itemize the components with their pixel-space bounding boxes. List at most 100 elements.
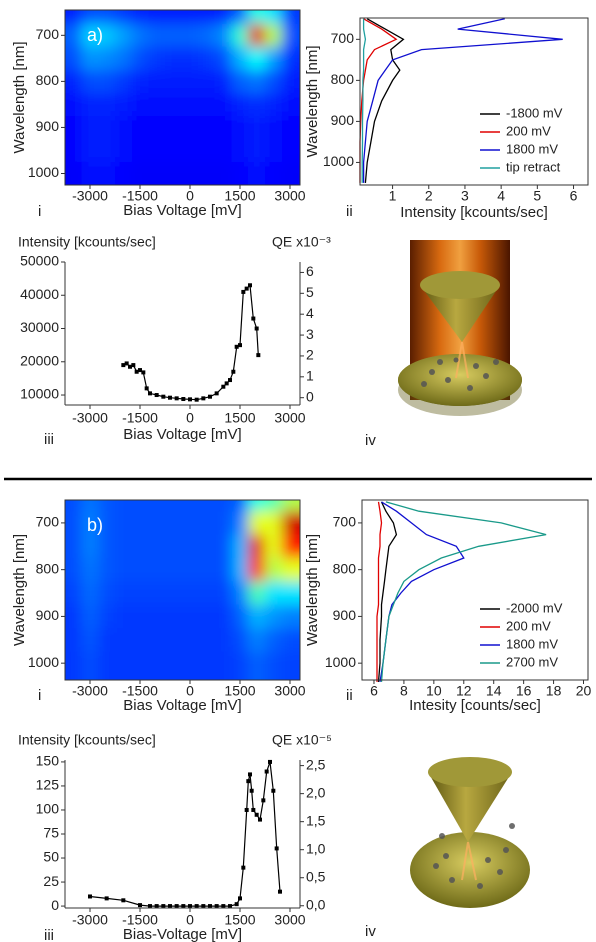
heat-cell xyxy=(181,161,199,185)
y2-tick-label: 2 xyxy=(306,347,314,363)
heat-cell xyxy=(215,115,233,140)
heatmap xyxy=(65,10,300,185)
y-tick-label: 25 xyxy=(43,873,59,889)
heat-cell xyxy=(81,511,99,536)
heat-cell xyxy=(281,115,300,140)
heat-cell xyxy=(165,500,183,512)
heat-cell xyxy=(181,651,199,680)
y-tick-label: 50 xyxy=(43,849,59,865)
heat-cell xyxy=(231,92,249,117)
y-tick-label: 700 xyxy=(36,514,60,530)
heat-cell xyxy=(281,69,300,94)
heat-cell xyxy=(231,534,249,559)
data-line xyxy=(89,761,281,907)
heat-cell xyxy=(198,92,216,117)
x-tick-label: 10 xyxy=(426,683,442,699)
y-tick-label: 150 xyxy=(36,753,60,769)
heat-cell xyxy=(165,557,183,582)
heat-cell xyxy=(181,628,199,653)
heat-cell xyxy=(231,138,249,163)
heat-cell xyxy=(248,161,266,185)
heat-cell xyxy=(98,511,116,536)
heat-cell xyxy=(198,534,216,559)
heat-cell xyxy=(165,511,183,536)
heat-cell xyxy=(248,628,266,653)
data-point xyxy=(128,364,132,369)
y-tick-label: 900 xyxy=(36,607,60,623)
y-axis-label: Wavelength [nm] xyxy=(304,46,321,158)
heat-cell xyxy=(115,557,133,582)
data-point xyxy=(121,898,126,903)
heat-cell xyxy=(98,500,116,512)
heat-cell xyxy=(165,604,183,629)
y2-tick-label: 5 xyxy=(306,284,314,300)
x-tick-label: 6 xyxy=(570,188,578,204)
heat-cell xyxy=(65,138,83,163)
heat-cell xyxy=(181,115,199,140)
y-tick-label: 1000 xyxy=(325,654,356,670)
data-point xyxy=(249,788,254,793)
heat-cell xyxy=(181,500,199,512)
x-tick-label: 2 xyxy=(425,188,433,204)
heat-cell xyxy=(281,46,300,71)
heat-cell xyxy=(265,511,283,536)
heat-cell xyxy=(98,138,116,163)
heat-cell xyxy=(248,651,266,680)
heat-cell xyxy=(198,69,216,94)
heat-cell xyxy=(198,23,216,48)
heat-cell xyxy=(198,581,216,606)
data-point xyxy=(278,889,282,894)
heat-cell xyxy=(148,10,166,25)
heat-cell xyxy=(65,115,83,140)
heat-cell xyxy=(181,511,199,536)
y-tick-label: 800 xyxy=(333,560,357,576)
x-tick-label: -3000 xyxy=(72,683,108,699)
heat-cell xyxy=(115,604,133,629)
data-point xyxy=(248,772,252,777)
heat-cell xyxy=(65,651,83,680)
data-point xyxy=(121,363,126,368)
x-axis-label: Bias Voltage [mV] xyxy=(123,426,241,443)
heat-cell xyxy=(165,92,183,117)
heat-cell xyxy=(98,92,116,117)
heat-cell xyxy=(115,115,133,140)
heat-cell xyxy=(165,138,183,163)
heat-cell xyxy=(98,69,116,94)
heat-cell xyxy=(115,628,133,653)
y2-tick-label: 4 xyxy=(306,305,314,321)
heat-cell xyxy=(265,534,283,559)
panel-label: iii xyxy=(44,431,54,448)
x-tick-label: 1500 xyxy=(224,188,255,204)
data-point xyxy=(188,397,192,402)
data-point xyxy=(246,779,251,784)
data-point xyxy=(141,370,146,375)
y-axis-label: Wavelength [nm] xyxy=(11,42,28,154)
heat-cell xyxy=(231,161,249,185)
spectrum-line xyxy=(361,18,367,183)
heat-cell xyxy=(115,69,133,94)
heat-cell xyxy=(81,161,99,185)
heat-cell xyxy=(265,23,283,48)
heat-cell xyxy=(215,500,233,512)
panel-annotation: a) xyxy=(87,25,103,45)
panel-label: iv xyxy=(365,432,376,449)
heat-cell xyxy=(265,161,283,185)
heat-cell xyxy=(148,92,166,117)
legend-label: tip retract xyxy=(506,159,561,174)
panel-label: i xyxy=(38,203,41,220)
heat-cell xyxy=(281,557,300,582)
panel-label: ii xyxy=(346,203,353,220)
heat-cell xyxy=(115,46,133,71)
data-point xyxy=(194,904,199,909)
heat-cell xyxy=(265,628,283,653)
heat-cell xyxy=(281,604,300,629)
heat-cell xyxy=(148,581,166,606)
panel-label: iv xyxy=(365,923,376,940)
y-tick-label: 20000 xyxy=(20,352,59,368)
heat-cell xyxy=(98,23,116,48)
heat-cell xyxy=(115,511,133,536)
heat-cell xyxy=(248,534,266,559)
x-axis-label: Bias Voltage [mV] xyxy=(123,697,241,714)
heat-cell xyxy=(215,534,233,559)
data-point xyxy=(201,396,206,401)
